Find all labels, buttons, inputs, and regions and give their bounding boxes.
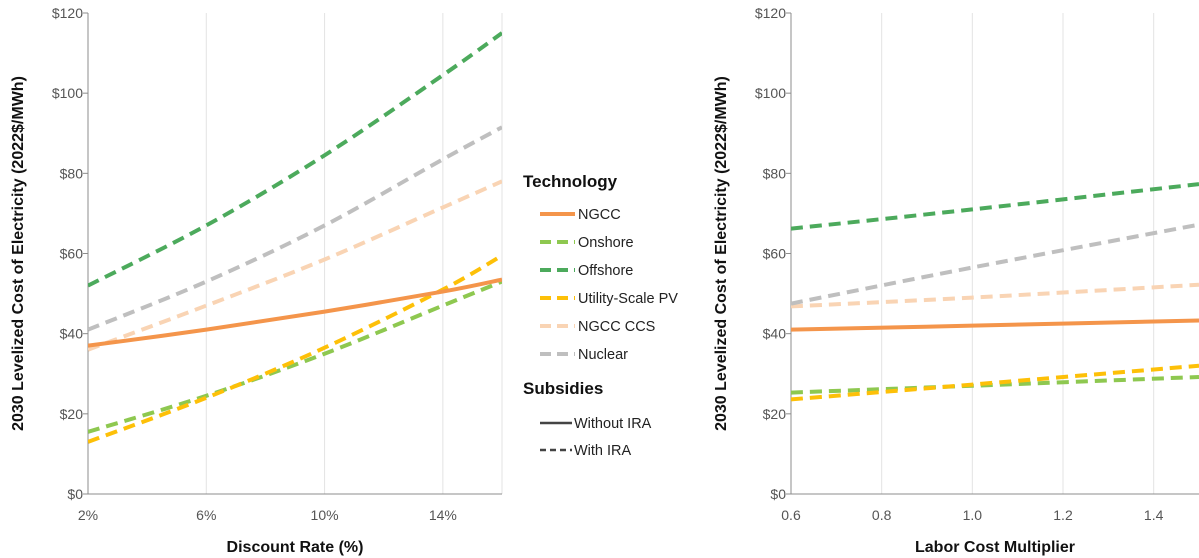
series-group-discount [88,31,502,444]
legend-label-onshore: Onshore [578,235,634,251]
legend-technology-title: Technology [523,172,618,191]
x-tick-label-discount: 10% [311,507,339,523]
legend-label-nuclear: Nuclear [578,347,628,363]
legend-label-ngcc-ccs: NGCC CCS [578,319,655,335]
x-tick-label-discount: 6% [196,507,216,523]
legend-technology-items: NGCC Onshore Offshore Utility-Scale PV NGCC … [540,207,678,363]
series-line-offshore-labor [791,182,1199,231]
y-tick-label-discount: $40 [60,326,84,342]
x-axis-title-discount: Discount Rate (%) [227,539,364,556]
legend-subsidies-items: Without IRA With IRA [540,416,652,459]
series-line-ngcc-discount [88,277,502,348]
series-line-nuclear-labor [791,222,1199,306]
y-tick-label-labor: $60 [763,246,787,262]
y-tick-label-labor: $0 [770,486,786,502]
x-axis-title-labor: Labor Cost Multiplier [915,539,1075,556]
series-line-utility-scale-pv-discount [88,253,502,444]
legend-label-without-ira: Without IRA [574,416,652,432]
x-tick-label-labor: 0.8 [872,507,892,523]
x-tick-label-labor: 0.6 [781,507,801,523]
y-tick-label-discount: $120 [52,5,83,21]
y-tick-label-discount: $80 [60,165,84,181]
series-line-utility-scale-pv-labor [791,363,1199,402]
x-tick-label-labor: 1.4 [1144,507,1164,523]
x-tick-label-discount: 14% [429,507,457,523]
legend-label-ngcc: NGCC [578,207,621,223]
series-line-ngcc-ccs-discount [88,179,502,352]
chart-panel-labor-cost: $0 $20 $40 $60 $80 $100 $120 0.6 0.8 1.0 1.2 1.4 Lab… [713,5,1199,556]
legend: Technology NGCC Onshore Offshore Utility-Sc… [523,172,678,459]
legend-label-offshore: Offshore [578,263,633,279]
y-tick-label-discount: $20 [60,406,84,422]
y-tick-label-discount: $100 [52,85,83,101]
x-tick-label-labor: 1.0 [963,507,983,523]
series-line-offshore-discount [88,31,502,288]
x-tick-label-discount: 2% [78,507,98,523]
legend-label-utility-scale-pv: Utility-Scale PV [578,291,678,307]
legend-label-with-ira: With IRA [574,443,632,459]
chart-panel-discount-rate: $0 $20 $40 $60 $80 $100 $120 2% 6% 10% 14% Discount… [10,5,503,556]
series-line-onshore-discount [88,279,502,434]
y-tick-label-labor: $20 [763,406,787,422]
y-axis-title-labor: 2030 Levelized Cost of Electricity (2022… [713,76,730,431]
y-tick-label-labor: $40 [763,326,787,342]
series-line-ngcc-ccs-labor [791,282,1199,309]
series-line-ngcc-labor [791,318,1199,332]
y-tick-label-labor: $100 [755,85,786,101]
series-group-labor [791,182,1199,402]
y-axis-title-discount: 2030 Levelized Cost of Electricity (2022… [10,76,27,431]
legend-subsidies-title: Subsidies [523,379,603,398]
y-tick-label-discount: $60 [60,246,84,262]
y-tick-label-labor: $80 [763,165,787,181]
x-tick-label-labor: 1.2 [1053,507,1073,523]
series-line-nuclear-discount [88,125,502,332]
y-tick-label-discount: $0 [67,486,83,502]
series-line-onshore-labor [791,374,1199,395]
y-tick-label-labor: $120 [755,5,786,21]
